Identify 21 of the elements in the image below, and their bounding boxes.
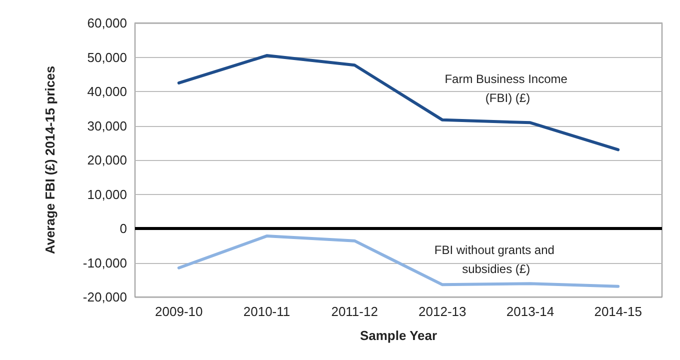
series-label: Farm Business Income (FBI) (£) (444, 72, 568, 106)
y-tick-label: 0 (120, 221, 127, 236)
y-tick-label: -20,000 (82, 290, 127, 304)
y-tick-label: 50,000 (87, 50, 127, 65)
x-tick-label: 2009-10 (155, 304, 203, 319)
x-tick-label: 2013-14 (506, 304, 554, 319)
x-tick-label: 2012-13 (418, 304, 466, 319)
x-tick-label: 2011-12 (331, 304, 378, 319)
y-tick-label: 60,000 (87, 16, 127, 30)
x-axis-title: Sample Year (360, 328, 438, 343)
x-tick-label: 2010-11 (243, 304, 290, 319)
x-tick-label: 2014-15 (594, 304, 642, 319)
line-series (177, 234, 620, 288)
y-tick-label: 40,000 (87, 84, 127, 99)
y-tick-label: 20,000 (87, 152, 127, 168)
line-series (177, 54, 620, 152)
y-tick-label: -10,000 (82, 255, 127, 270)
y-tick-label: 30,000 (87, 118, 127, 134)
y-axis-title: Average FBI (£) 2014-15 prices (42, 66, 58, 254)
y-tick-label: 10,000 (87, 186, 127, 202)
series-label: FBI without grants and subsidies (£) (434, 242, 558, 276)
